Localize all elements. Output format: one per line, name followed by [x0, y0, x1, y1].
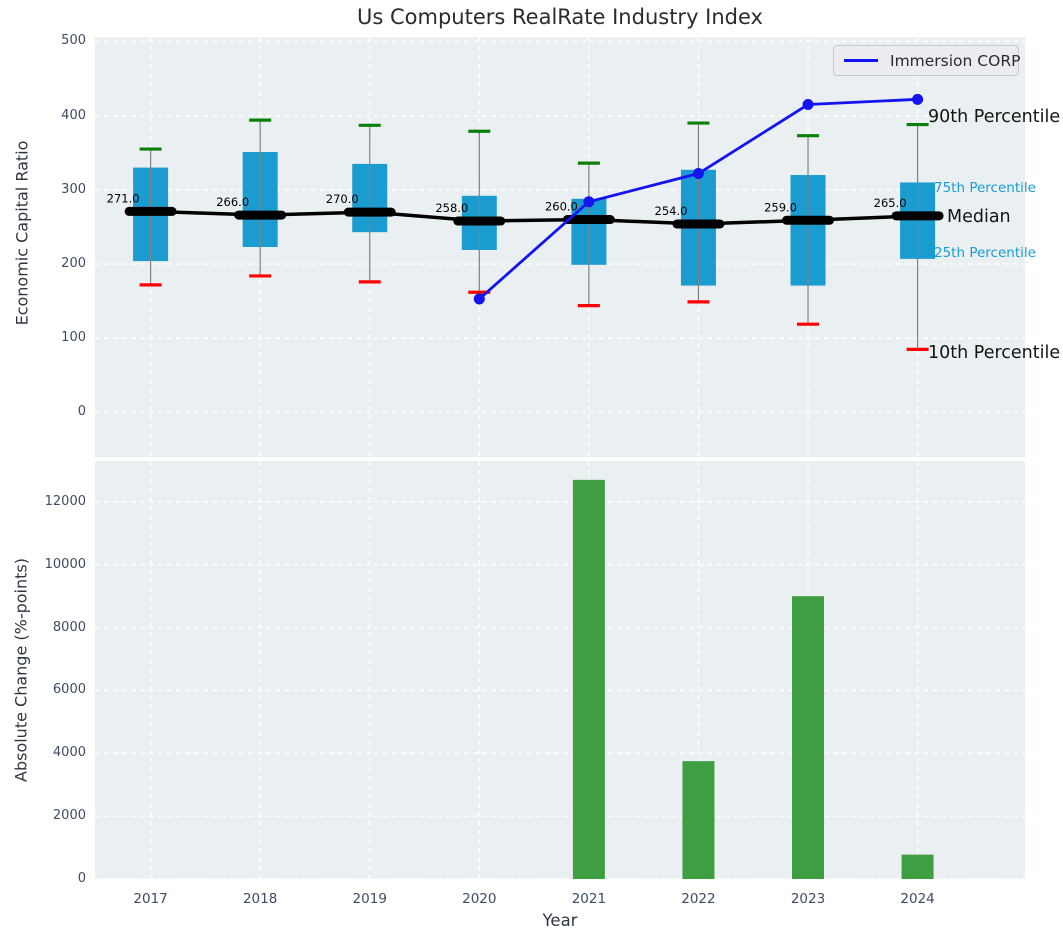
- median-marker-2020: [453, 216, 506, 226]
- x-tick-label: 2021: [571, 891, 607, 907]
- median-value-label: 258.0: [435, 201, 468, 215]
- bottom-y-tick-label: 10000: [44, 556, 86, 572]
- x-tick-label: 2022: [681, 891, 716, 907]
- top-y-tick-label: 500: [61, 33, 86, 49]
- legend-line-icon: [844, 59, 878, 62]
- bar-2022: [682, 761, 715, 879]
- bottom-y-tick-label: 8000: [52, 619, 86, 635]
- median-marker-2022: [672, 219, 725, 229]
- bottom-y-tick-label: 2000: [52, 808, 86, 824]
- median-value-label: 260.0: [545, 200, 578, 214]
- median-value-label: 259.0: [764, 200, 797, 214]
- top-y-tick-label: 100: [61, 330, 86, 346]
- median-marker-2018: [234, 210, 287, 220]
- bar-canvas: [95, 461, 1025, 879]
- company-point: [912, 93, 924, 105]
- boxplot-canvas: 271.0 266.0 270.0 258.0 260.0 254.0 259.0 265.0: [95, 37, 1025, 457]
- annotation-median: Median: [947, 207, 1011, 227]
- x-tick-label: 2024: [900, 891, 935, 907]
- x-tick-label: 2019: [352, 891, 387, 907]
- top-y-tick-label: 400: [61, 107, 86, 123]
- company-point: [583, 196, 595, 208]
- x-axis-label: Year: [542, 911, 578, 930]
- company-point: [802, 99, 814, 111]
- median-marker-2023: [782, 215, 835, 225]
- median-marker-2024: [891, 211, 944, 221]
- x-tick-label: 2023: [790, 891, 826, 907]
- bottom-y-tick-label: 4000: [52, 745, 86, 761]
- x-tick-label: 2020: [462, 891, 497, 907]
- bar-2023: [792, 596, 825, 879]
- top-y-tick-label: 300: [61, 181, 86, 197]
- top-y-tick-label: 200: [61, 256, 86, 272]
- bottom-y-tick-label: 12000: [44, 493, 86, 509]
- company-point: [473, 293, 485, 305]
- company-point: [692, 168, 704, 180]
- median-value-label: 270.0: [326, 192, 359, 206]
- annotation-75th-percentile: 75th Percentile: [934, 180, 1036, 196]
- bottom-y-tick-label: 0: [77, 871, 86, 886]
- x-tick-label: 2018: [242, 891, 278, 907]
- legend-label: Immersion CORP: [890, 51, 1021, 70]
- legend: Immersion CORP: [833, 45, 1021, 76]
- bar-2024: [901, 854, 934, 879]
- median-value-label: 271.0: [107, 191, 140, 205]
- annotation-10th-percentile: 10th Percentile: [928, 343, 1061, 363]
- median-value-label: 254.0: [655, 204, 688, 218]
- annotation-25th-percentile: 25th Percentile: [934, 245, 1036, 261]
- bar-2021: [572, 479, 605, 879]
- top-y-tick-label: 0: [77, 404, 86, 420]
- bottom-y-axis-label: Absolute Change (%-points): [11, 558, 31, 782]
- x-tick-label: 2017: [133, 891, 168, 907]
- annotation-90th-percentile: 90th Percentile: [928, 107, 1061, 127]
- median-marker-2019: [343, 207, 396, 217]
- median-value-label: 266.0: [216, 195, 249, 209]
- chart-title: Us Computers RealRate Industry Index: [357, 5, 763, 29]
- median-marker-2021: [562, 215, 615, 225]
- bottom-y-tick-label: 6000: [52, 682, 86, 698]
- bottom-plot-area: [95, 461, 1025, 879]
- top-y-axis-label: Economic Capital Ratio: [12, 140, 32, 326]
- median-marker-2017: [124, 206, 177, 216]
- top-plot-area: 271.0 266.0 270.0 258.0 260.0 254.0 259.0 265.0: [95, 37, 1025, 457]
- median-value-label: 265.0: [874, 196, 907, 210]
